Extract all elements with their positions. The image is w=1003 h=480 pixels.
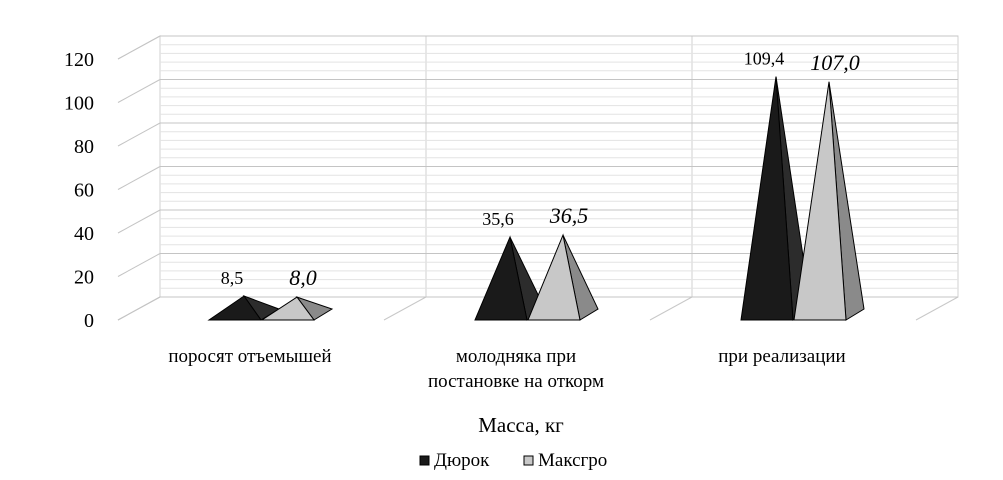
data-label: 36,5 xyxy=(549,203,589,228)
category-label: поросят отъемышей xyxy=(168,346,331,367)
side-gridline xyxy=(117,166,161,190)
y-tick-label: 80 xyxy=(74,136,94,158)
side-gridline xyxy=(117,122,161,147)
pyramid-front-face xyxy=(474,235,528,321)
category-label: при реализации xyxy=(718,346,845,367)
category-label: молодняка при xyxy=(456,346,576,367)
data-label: 107,0 xyxy=(810,50,860,75)
side-gridline xyxy=(117,253,161,277)
y-tick-label: 0 xyxy=(84,310,94,332)
pyramid-durok-0 xyxy=(207,294,281,321)
y-tick-label: 60 xyxy=(74,180,94,202)
legend-swatch xyxy=(523,455,534,466)
legend: Дюрок Максгро xyxy=(419,450,607,471)
legend-label: Дюрок xyxy=(434,450,490,471)
pyramid-front-face xyxy=(740,76,794,321)
pyramid-maksgro-2 xyxy=(793,81,865,321)
y-tick-label: 20 xyxy=(74,267,94,289)
y-tick-label: 40 xyxy=(74,223,94,245)
side-gridline xyxy=(117,79,161,103)
pyramid-front-face xyxy=(260,296,315,321)
pyramid-maksgro-0 xyxy=(260,296,334,321)
data-label: 109,4 xyxy=(744,49,785,69)
pyramid-front-face xyxy=(793,81,847,321)
side-gridline xyxy=(117,296,161,321)
data-label: 35,6 xyxy=(482,209,514,229)
y-axis-tick-labels: 0 20 40 60 80 100 120 xyxy=(64,49,94,332)
pyramid-front-face xyxy=(527,233,581,321)
floor-divider xyxy=(915,296,959,321)
category-labels: поросят отъемышей молодняка при постановке… xyxy=(168,346,845,392)
legend-label: Максгро xyxy=(538,450,607,471)
category-label: постановке на откорм xyxy=(428,371,604,392)
legend-swatch xyxy=(419,455,430,466)
y-tick-label: 120 xyxy=(64,49,94,71)
chart-marks: 8,5 35,6 109,4 8,0 36,5 107,0 xyxy=(207,49,865,321)
pyramid-front-face xyxy=(207,295,262,321)
data-label: 8,5 xyxy=(221,268,244,288)
data-label: 8,0 xyxy=(289,265,317,290)
x-axis-title: Масса, кг xyxy=(478,413,564,437)
side-gridline xyxy=(117,209,161,234)
floor-divider xyxy=(383,296,427,321)
y-tick-label: 100 xyxy=(64,93,94,115)
floor-divider xyxy=(649,296,693,321)
pyramid-maksgro-1 xyxy=(527,233,599,321)
side-gridline xyxy=(117,35,161,60)
